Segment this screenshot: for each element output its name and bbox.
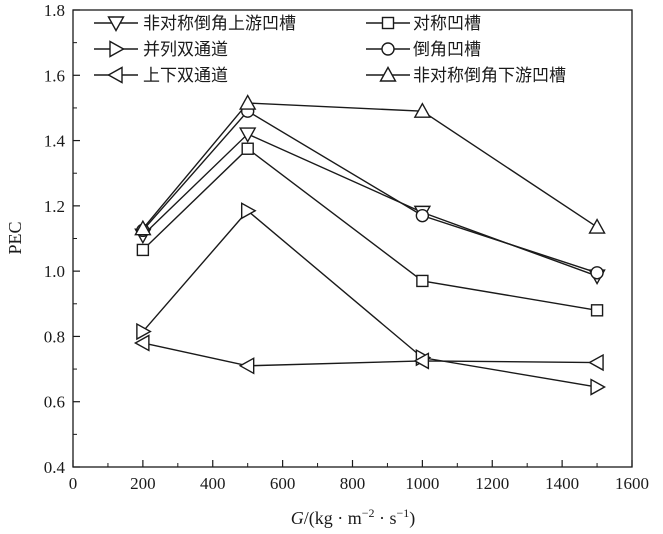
x-tick-label: 0 [69, 474, 78, 493]
y-tick-label: 1.6 [44, 66, 65, 85]
series-line-triangle-right [142, 209, 598, 388]
series-line-circle [142, 110, 598, 274]
data-point-square [136, 243, 150, 257]
data-point-triangle-up [413, 102, 432, 118]
x-tick-label: 1200 [475, 474, 509, 493]
legend-label: 非对称倒角上游凹槽 [143, 14, 296, 34]
data-point-triangle-right [136, 322, 152, 341]
series-markers [133, 94, 607, 396]
x-axis-title-unit-a: /(kg · m [304, 508, 362, 529]
y-tick-label: 0.4 [44, 458, 66, 477]
series-line-triangle-up [142, 102, 598, 230]
y-tick-label: 1.2 [44, 197, 65, 216]
series-lines [142, 102, 598, 388]
legend-label: 并列双通道 [143, 40, 228, 60]
x-tick-label: 400 [200, 474, 226, 493]
x-axis-title-exp-b: −1 [397, 506, 410, 520]
x-tick-label: 1400 [545, 474, 579, 493]
y-tick-label: 1.8 [44, 1, 65, 20]
legend-marker-triangle-down [107, 16, 125, 32]
x-axis-title: G/(kg · m−2 · s−1) [291, 506, 416, 529]
legend-marker-triangle-up [379, 66, 397, 82]
x-tick-label: 600 [270, 474, 296, 493]
legend-label: 倒角凹槽 [413, 40, 481, 60]
legend-label: 上下双通道 [143, 66, 228, 86]
series-line-triangle-down [142, 133, 598, 277]
x-tick-label: 200 [130, 474, 156, 493]
data-point-triangle-right [240, 202, 257, 220]
legend-marker-triangle-left [107, 66, 123, 84]
data-point-triangle-up [134, 219, 152, 236]
data-point-triangle-left [413, 352, 430, 370]
legend-label: 对称凹槽 [413, 14, 481, 34]
y-tick-label: 0.6 [44, 393, 65, 412]
data-point-triangle-right [590, 378, 607, 396]
x-tick-label: 800 [340, 474, 366, 493]
y-axis: 0.4 0.6 0.8 1.0 1.2 1.4 1.6 1.8 [44, 1, 80, 477]
data-point-square [590, 304, 604, 317]
x-tick-label: 1600 [615, 474, 649, 493]
x-axis: 0 200 400 600 800 1000 1200 1400 1600 [69, 460, 649, 493]
y-axis-title: PEC [5, 221, 25, 254]
data-point-square [241, 142, 254, 155]
x-axis-title-unit-b: · s [375, 508, 397, 528]
x-axis-title-exp-a: −2 [362, 506, 375, 520]
data-point-triangle-left [133, 334, 150, 352]
y-tick-label: 1.0 [44, 262, 65, 281]
data-point-triangle-left [238, 357, 255, 375]
x-axis-title-close: ) [409, 508, 415, 529]
x-axis-title-variable: G [291, 508, 304, 528]
data-point-triangle-down [238, 127, 257, 143]
legend-marker-circle [381, 42, 395, 56]
x-tick-label: 1000 [405, 474, 439, 493]
data-point-circle [590, 266, 604, 280]
data-point-triangle-up [588, 218, 606, 234]
y-tick-label: 0.8 [44, 327, 65, 346]
y-tick-label: 1.4 [44, 132, 66, 151]
series-line-square [142, 147, 598, 312]
legend-marker-triangle-right [109, 40, 125, 58]
series-line-triangle-left [142, 342, 598, 367]
legend-marker-square [381, 16, 395, 30]
data-point-square [416, 274, 429, 288]
data-point-circle [415, 208, 430, 223]
data-point-triangle-left [588, 353, 604, 372]
legend-label: 非对称倒角下游凹槽 [413, 66, 566, 86]
data-point-triangle-up [238, 94, 257, 110]
